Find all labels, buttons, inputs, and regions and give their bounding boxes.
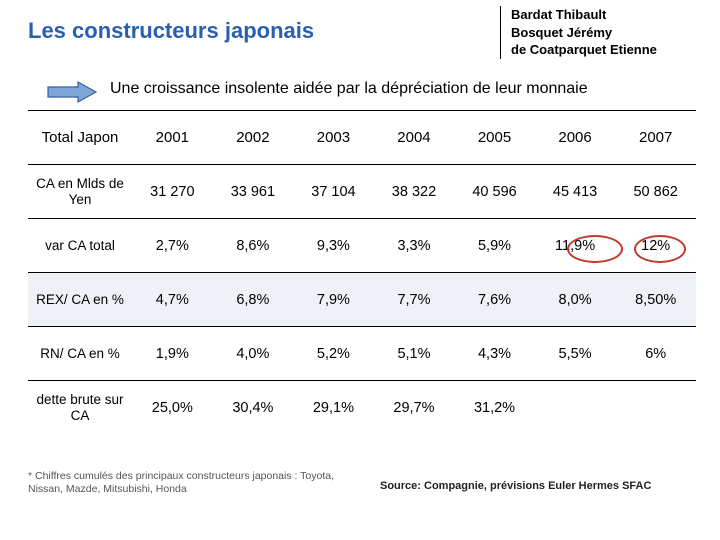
data-cell bbox=[615, 381, 696, 435]
data-cell: 45 413 bbox=[535, 165, 616, 219]
row-label: dette brute sur CA bbox=[28, 381, 132, 435]
data-cell: 3,3% bbox=[374, 219, 455, 273]
data-cell: 2,7% bbox=[132, 219, 213, 273]
data-cell: 33 961 bbox=[213, 165, 294, 219]
arrow-shape bbox=[48, 82, 96, 102]
data-cell: 25,0% bbox=[132, 381, 213, 435]
data-cell: 5,1% bbox=[374, 327, 455, 381]
data-cell: 4,3% bbox=[454, 327, 535, 381]
data-cell: 1,9% bbox=[132, 327, 213, 381]
year-header: 2003 bbox=[293, 111, 374, 165]
data-cell: 29,7% bbox=[374, 381, 455, 435]
year-header: 2002 bbox=[213, 111, 294, 165]
data-cell: 30,4% bbox=[213, 381, 294, 435]
data-cell: 5,2% bbox=[293, 327, 374, 381]
year-header: 2007 bbox=[615, 111, 696, 165]
data-cell: 6% bbox=[615, 327, 696, 381]
data-cell: 8,50% bbox=[615, 273, 696, 327]
arrow-icon bbox=[46, 80, 98, 109]
row-label: var CA total bbox=[28, 219, 132, 273]
data-cell: 31 270 bbox=[132, 165, 213, 219]
data-cell: 4,7% bbox=[132, 273, 213, 327]
data-cell: 50 862 bbox=[615, 165, 696, 219]
row-label: RN/ CA en % bbox=[28, 327, 132, 381]
author-line: Bosquet Jérémy bbox=[511, 24, 657, 42]
data-cell: 9,3% bbox=[293, 219, 374, 273]
row-label: REX/ CA en % bbox=[28, 273, 132, 327]
year-header: 2006 bbox=[535, 111, 616, 165]
subtitle: Une croissance insolente aidée par la dé… bbox=[110, 80, 588, 98]
data-cell: 12% bbox=[615, 219, 696, 273]
data-cell: 29,1% bbox=[293, 381, 374, 435]
data-cell: 6,8% bbox=[213, 273, 294, 327]
author-line: de Coatparquet Etienne bbox=[511, 41, 657, 59]
data-cell: 7,7% bbox=[374, 273, 455, 327]
data-cell: 7,9% bbox=[293, 273, 374, 327]
data-cell: 31,2% bbox=[454, 381, 535, 435]
data-cell: 5,5% bbox=[535, 327, 616, 381]
data-cell: 7,6% bbox=[454, 273, 535, 327]
data-cell: 11,9% bbox=[535, 219, 616, 273]
data-cell: 8,6% bbox=[213, 219, 294, 273]
data-table: Total Japon2001200220032004200520062007 C… bbox=[28, 110, 696, 435]
data-cell: 40 596 bbox=[454, 165, 535, 219]
year-header: 2005 bbox=[454, 111, 535, 165]
page-title: Les constructeurs japonais bbox=[28, 18, 314, 44]
year-header: 2001 bbox=[132, 111, 213, 165]
year-header: 2004 bbox=[374, 111, 455, 165]
data-cell: 8,0% bbox=[535, 273, 616, 327]
footnote: * Chiffres cumulés des principaux constr… bbox=[28, 470, 358, 496]
source-line: Source: Compagnie, prévisions Euler Herm… bbox=[380, 480, 651, 492]
row-header: Total Japon bbox=[28, 111, 132, 165]
data-cell: 37 104 bbox=[293, 165, 374, 219]
row-label: CA en Mlds de Yen bbox=[28, 165, 132, 219]
data-cell: 5,9% bbox=[454, 219, 535, 273]
authors-box: Bardat Thibault Bosquet Jérémy de Coatpa… bbox=[500, 6, 657, 59]
author-line: Bardat Thibault bbox=[511, 6, 657, 24]
data-cell: 4,0% bbox=[213, 327, 294, 381]
data-cell bbox=[535, 381, 616, 435]
data-cell: 38 322 bbox=[374, 165, 455, 219]
